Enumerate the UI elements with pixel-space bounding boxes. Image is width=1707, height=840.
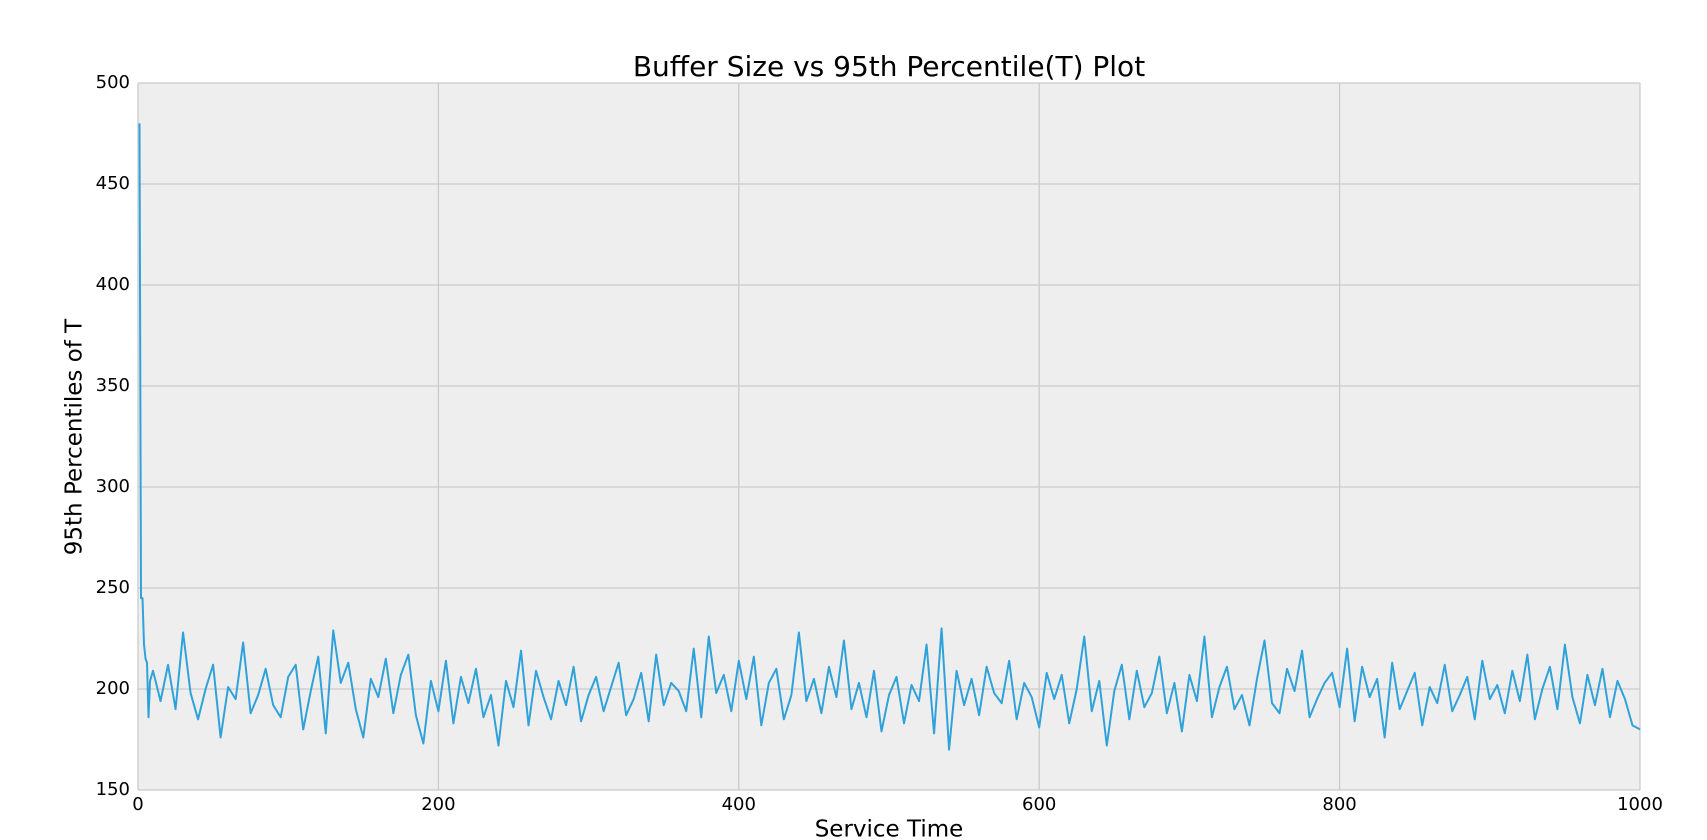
- y-axis-label: 95th Percentiles of T: [62, 318, 88, 555]
- chart-title: Buffer Size vs 95th Percentile(T) Plot: [633, 50, 1145, 83]
- y-tick-label: 200: [96, 678, 130, 699]
- y-tick-label: 250: [96, 577, 130, 598]
- x-tick-label: 200: [421, 794, 455, 815]
- y-tick-label: 350: [96, 375, 130, 396]
- x-tick-label: 0: [132, 794, 143, 815]
- y-tick-label: 150: [96, 779, 130, 800]
- y-tick-label: 400: [96, 274, 130, 295]
- data-line: [138, 123, 1641, 751]
- y-tick-label: 450: [96, 173, 130, 194]
- x-axis-label: Service Time: [815, 817, 964, 840]
- x-tick-label: 600: [1022, 794, 1056, 815]
- x-tick-label: 400: [722, 794, 756, 815]
- x-tick-label: 1000: [1617, 794, 1663, 815]
- plot-area: [138, 83, 1640, 790]
- x-tick-label: 800: [1322, 794, 1356, 815]
- y-tick-label: 300: [96, 476, 130, 497]
- y-tick-label: 500: [96, 72, 130, 93]
